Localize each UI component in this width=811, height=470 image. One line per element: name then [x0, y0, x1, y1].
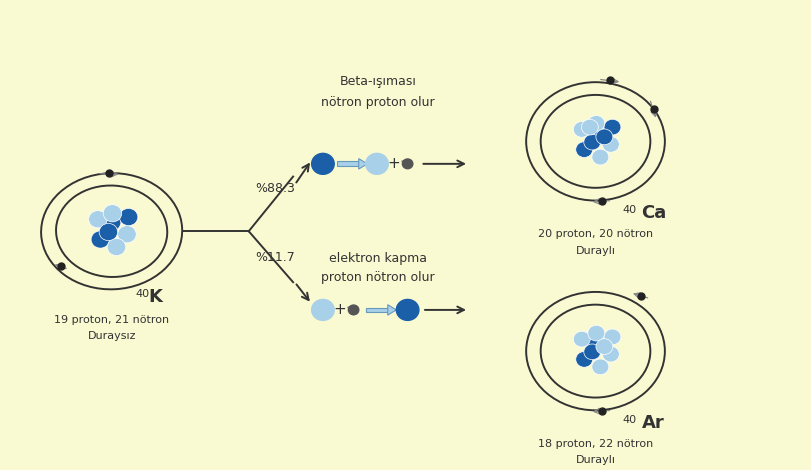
Circle shape	[586, 125, 603, 140]
Text: Duraysız: Duraysız	[88, 331, 135, 341]
Circle shape	[602, 136, 619, 152]
Circle shape	[402, 159, 412, 169]
Text: +: +	[333, 302, 345, 317]
Text: %88.3: %88.3	[255, 182, 294, 196]
Circle shape	[88, 211, 107, 228]
Text: Ar: Ar	[641, 414, 663, 431]
Circle shape	[581, 119, 598, 135]
Circle shape	[573, 122, 590, 137]
Circle shape	[396, 299, 418, 321]
Circle shape	[365, 153, 388, 174]
Circle shape	[603, 119, 620, 135]
FancyBboxPatch shape	[337, 162, 358, 166]
Text: Duraylı: Duraylı	[575, 455, 615, 465]
Circle shape	[118, 226, 136, 243]
Circle shape	[102, 214, 121, 231]
Circle shape	[602, 346, 619, 362]
Circle shape	[107, 238, 126, 256]
Circle shape	[587, 116, 604, 131]
Circle shape	[575, 352, 592, 367]
Circle shape	[311, 299, 334, 321]
Circle shape	[311, 153, 334, 174]
Circle shape	[591, 359, 608, 375]
Circle shape	[575, 142, 592, 157]
Circle shape	[91, 231, 109, 248]
Circle shape	[603, 329, 620, 345]
Text: Duraylı: Duraylı	[575, 246, 615, 256]
Circle shape	[103, 204, 122, 222]
Circle shape	[586, 334, 603, 350]
Text: elektron kapma: elektron kapma	[328, 252, 427, 265]
Circle shape	[583, 344, 600, 360]
Text: %11.7: %11.7	[255, 251, 294, 264]
Circle shape	[573, 331, 590, 347]
Text: nötron proton olur: nötron proton olur	[320, 96, 434, 109]
Text: Beta-ışıması: Beta-ışıması	[339, 75, 416, 88]
Text: 40: 40	[135, 289, 149, 298]
Text: 40: 40	[622, 205, 637, 215]
Text: K: K	[148, 288, 162, 306]
FancyBboxPatch shape	[365, 307, 388, 312]
Text: +: +	[387, 156, 400, 171]
Text: 20 proton, 20 nötron: 20 proton, 20 nötron	[538, 229, 652, 239]
Circle shape	[348, 305, 358, 315]
Text: 18 proton, 22 nötron: 18 proton, 22 nötron	[537, 439, 652, 449]
Polygon shape	[388, 305, 396, 315]
Circle shape	[591, 149, 608, 165]
Polygon shape	[358, 158, 367, 169]
Text: 40: 40	[622, 415, 637, 424]
Text: Ca: Ca	[641, 204, 666, 222]
Circle shape	[595, 339, 612, 354]
Circle shape	[99, 223, 118, 241]
Circle shape	[583, 134, 600, 150]
Text: 19 proton, 21 nötron: 19 proton, 21 nötron	[54, 314, 169, 325]
Text: proton nötron olur: proton nötron olur	[320, 272, 434, 284]
Circle shape	[587, 325, 604, 341]
Circle shape	[119, 208, 138, 226]
Circle shape	[595, 129, 612, 145]
